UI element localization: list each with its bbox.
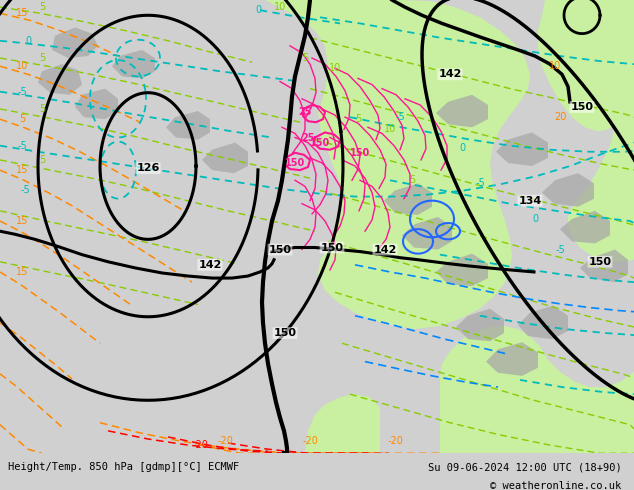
Text: 10: 10 [549, 61, 561, 71]
Text: 25: 25 [298, 107, 312, 117]
Text: 142: 142 [438, 70, 462, 79]
Text: 15: 15 [16, 8, 28, 18]
Text: -20: -20 [192, 440, 208, 450]
Text: 5: 5 [39, 53, 45, 63]
Text: 134: 134 [519, 196, 541, 206]
Text: 0: 0 [532, 214, 538, 224]
Text: -5: -5 [17, 141, 27, 150]
Text: 15: 15 [16, 267, 28, 277]
Text: 5: 5 [39, 2, 45, 12]
Text: 5: 5 [39, 155, 45, 165]
Text: 150: 150 [269, 245, 292, 254]
Text: 20: 20 [554, 112, 566, 122]
Text: 150: 150 [571, 102, 593, 112]
Text: 0: 0 [255, 5, 261, 15]
Text: 126: 126 [136, 163, 160, 173]
Text: -5: -5 [475, 178, 485, 188]
Text: 150: 150 [588, 257, 612, 267]
Text: 10: 10 [384, 124, 396, 134]
Text: -20: -20 [387, 436, 403, 446]
Text: 5: 5 [39, 104, 45, 114]
Text: 150: 150 [350, 148, 370, 158]
Text: © weatheronline.co.uk: © weatheronline.co.uk [490, 481, 621, 490]
Text: 0: 0 [459, 143, 465, 153]
Text: 142: 142 [198, 260, 222, 270]
Text: -5: -5 [17, 87, 27, 97]
Text: Su 09-06-2024 12:00 UTC (18+90): Su 09-06-2024 12:00 UTC (18+90) [427, 462, 621, 472]
Text: 150: 150 [285, 158, 305, 168]
Text: 5: 5 [355, 114, 361, 124]
Text: 150: 150 [273, 328, 297, 338]
Text: -5: -5 [20, 186, 30, 196]
Text: Height/Temp. 850 hPa [gdmp][°C] ECMWF: Height/Temp. 850 hPa [gdmp][°C] ECMWF [8, 462, 239, 472]
Text: 15: 15 [16, 216, 28, 226]
Text: -5: -5 [555, 245, 565, 254]
Text: 10: 10 [16, 61, 28, 71]
Text: -5: -5 [395, 112, 405, 122]
Text: -20: -20 [217, 436, 233, 446]
Text: 10: 10 [329, 63, 341, 73]
Text: 150: 150 [310, 138, 330, 147]
Text: -20: -20 [302, 436, 318, 446]
Text: 5: 5 [19, 114, 25, 124]
Text: 25: 25 [301, 132, 314, 143]
Text: 5: 5 [302, 53, 308, 63]
Text: 142: 142 [373, 245, 397, 254]
Text: 10: 10 [274, 2, 286, 12]
Text: 150: 150 [321, 243, 344, 252]
Text: 15: 15 [16, 165, 28, 175]
Text: 5: 5 [409, 175, 415, 185]
Text: 0: 0 [25, 36, 31, 46]
